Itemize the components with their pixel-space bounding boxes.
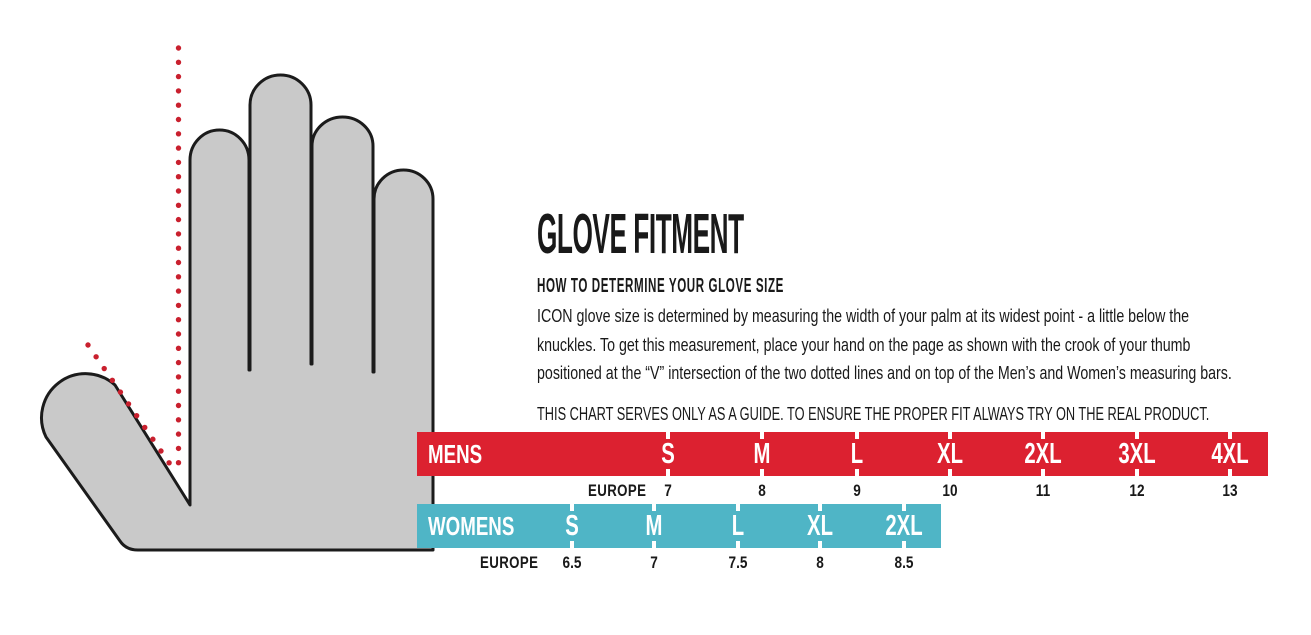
section-heading: HOW TO DETERMINE YOUR GLOVE SIZE	[537, 275, 784, 297]
europe-size-value: 7	[650, 553, 658, 572]
size-label-xl: XL	[937, 437, 963, 470]
europe-size-value: 10	[942, 481, 958, 500]
size-label-2xl: 2XL	[1024, 437, 1062, 470]
womens-europe-row: EUROPE 6.5 7 7.5 8 8.5	[0, 553, 1311, 573]
europe-size-value: 13	[1222, 481, 1238, 500]
size-tick-mark	[902, 504, 906, 511]
size-tick-mark	[652, 541, 656, 548]
size-tick-mark	[818, 504, 822, 511]
womens-bar-label: WOMENS	[428, 510, 515, 541]
instructions-line-1: ICON glove size is determined by measuri…	[537, 306, 1190, 326]
size-tick-mark	[818, 541, 822, 548]
size-label-xl: XL	[807, 509, 833, 542]
size-tick-mark	[570, 541, 574, 548]
size-tick-mark	[902, 541, 906, 548]
womens-europe-label: EUROPE	[480, 553, 539, 572]
europe-size-value: 8	[816, 553, 824, 572]
size-label-s: S	[565, 509, 579, 542]
size-tick-mark	[855, 469, 859, 476]
size-tick-mark	[855, 432, 859, 439]
hand-outline-shape	[40, 73, 435, 552]
instructions-paragraph: ICON glove size is determined by measuri…	[537, 302, 1232, 388]
size-tick-mark	[1135, 469, 1139, 476]
size-tick-mark	[570, 504, 574, 511]
europe-size-value: 8.5	[894, 553, 914, 572]
europe-size-value: 7	[664, 481, 672, 500]
size-label-3xl: 3XL	[1118, 437, 1156, 470]
europe-size-value: 9	[853, 481, 861, 500]
europe-size-value: 7.5	[728, 553, 748, 572]
size-label-m: M	[753, 437, 771, 470]
size-label-2xl: 2XL	[885, 509, 923, 542]
size-tick-mark	[736, 541, 740, 548]
size-label-m: M	[645, 509, 663, 542]
size-tick-mark	[760, 469, 764, 476]
europe-size-value: 6.5	[562, 553, 582, 572]
size-tick-mark	[760, 432, 764, 439]
page-title: GLOVE FITMENT	[537, 202, 744, 266]
disclaimer-note: THIS CHART SERVES ONLY AS A GUIDE. TO EN…	[537, 404, 1210, 424]
mens-bar-label: MENS	[428, 438, 483, 469]
instructions-line-3: positioned at the “V” intersection of th…	[537, 363, 1232, 383]
europe-size-value: 12	[1129, 481, 1145, 500]
size-tick-mark	[666, 469, 670, 476]
size-label-l: L	[850, 437, 864, 470]
mens-europe-row: EUROPE 7 8 9 10 11 12 13	[0, 481, 1311, 501]
size-tick-mark	[948, 432, 952, 439]
mens-size-bar: MENS S M L XL 2XL 3XL 4XL	[417, 432, 1268, 476]
size-tick-mark	[1228, 432, 1232, 439]
size-tick-mark	[666, 432, 670, 439]
instructions-line-2: knuckles. To get this measurement, place…	[537, 334, 1191, 355]
europe-size-value: 8	[758, 481, 766, 500]
womens-size-bar: WOMENS S M L XL 2XL	[417, 504, 941, 548]
size-tick-mark	[948, 469, 952, 476]
size-tick-mark	[652, 504, 656, 511]
size-tick-mark	[1228, 469, 1232, 476]
mens-europe-label: EUROPE	[588, 481, 647, 500]
size-tick-mark	[1041, 469, 1045, 476]
size-label-s: S	[661, 437, 675, 470]
europe-size-value: 11	[1035, 481, 1051, 500]
size-label-4xl: 4XL	[1211, 437, 1249, 470]
size-tick-mark	[1041, 432, 1045, 439]
size-tick-mark	[736, 504, 740, 511]
diagonal-dotted-measure-line	[85, 342, 175, 470]
size-tick-mark	[1135, 432, 1139, 439]
size-label-l: L	[731, 509, 745, 542]
